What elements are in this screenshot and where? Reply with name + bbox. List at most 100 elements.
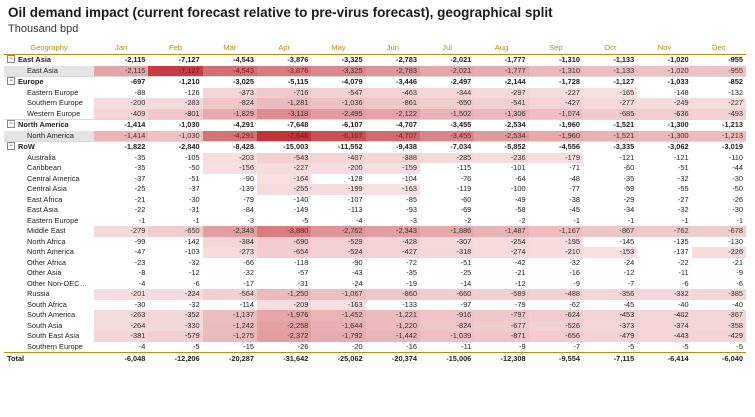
value-cell: -7,648 [256,119,312,131]
collapse-toggle-icon[interactable] [7,142,15,151]
value-cell: -227 [256,163,312,174]
row-label-text: Caribbean [27,163,62,172]
value-cell: -32 [188,257,200,267]
value-cell: -114 [239,299,254,309]
value-cell: -60 [623,163,635,172]
value-cell: -51 [188,173,200,183]
value-cell: -9,438 [365,141,420,153]
column-header-jun[interactable]: Jun [365,40,420,55]
value-cell: -6,107 [311,130,366,142]
value-cell: -2 [519,215,526,225]
value-cell: -107 [347,194,363,204]
column-header-feb[interactable]: Feb [148,40,203,55]
column-header-geography[interactable]: Geography [4,40,94,55]
value-cell: -104 [402,173,417,183]
column-header-aug[interactable]: Aug [474,40,529,55]
row-label-text: South Africa [27,299,67,309]
value-cell: -37 [134,173,146,183]
collapse-toggle-icon[interactable] [7,55,15,64]
value-cell: -330 [148,320,203,331]
region-row: North America -1,414-1,030-4,291-7,648-6,… [4,119,746,131]
table-row: Middle East -279 -650 -2,343 -3,880 -2,762 -2,… [4,226,746,237]
geography-label: Central Asia [4,184,94,195]
value-cell: -4,707 [365,119,420,131]
value-cell: -344 [419,87,475,98]
column-header-may[interactable]: May [311,40,366,55]
column-header-dec[interactable]: Dec [691,40,746,55]
value-cell: -656 [528,331,583,342]
value-cell: -42 [514,257,526,267]
total-cell: -12,206 [148,352,203,366]
geography-label: South Africa [4,300,94,311]
value-cell: -5 [301,215,309,225]
column-header-jul[interactable]: Jul [419,40,475,55]
value-cell: -51 [460,257,472,267]
value-cell: -3,118 [256,108,312,120]
value-cell: -1,829 [202,108,257,120]
column-header-jan[interactable]: Jan [94,40,149,55]
value-cell: -2,122 [365,108,420,120]
value-cell: -121 [619,152,635,162]
header-row: Geography Jan Feb Mar Apr May Jun Jul Au… [4,40,746,55]
column-header-sep[interactable]: Sep [528,40,583,55]
value-cell: -871 [474,331,529,342]
value-cell: -135 [673,236,689,246]
value-cell: -5 [193,341,200,351]
value-cell: -159 [365,163,420,174]
value-cell: -3,880 [256,226,312,237]
value-cell: -101 [510,163,526,172]
value-cell: -318 [419,247,475,258]
value-cell: -716 [256,87,312,98]
value-cell: -6,107 [311,119,366,131]
value-cell: -650 [419,98,475,109]
column-header-apr[interactable]: Apr [256,40,312,55]
column-header-mar[interactable]: Mar [202,40,257,55]
value-cell: -7,648 [256,130,312,142]
row-label-text: Western Europe [27,108,81,118]
value-cell: -263 [94,310,149,321]
value-cell: -1 [682,215,689,225]
table-body: East Asia-2,115-7,127-4,543-3,876-3,325-… [4,54,746,353]
geography-label: Middle East [4,226,94,237]
value-cell: -45 [569,205,580,214]
value-cell: -524 [311,247,366,258]
value-cell: -373 [202,87,257,98]
geography-label: North America [4,247,94,258]
row-label-text: Eastern Europe [27,87,79,97]
geography-label: Central America [4,174,94,185]
value-cell: -236 [474,152,529,163]
value-cell: -4,556 [528,141,583,153]
value-cell: -79 [514,299,526,309]
value-cell: -356 [582,289,638,300]
value-cell: -11 [678,268,689,277]
value-cell: -200 [311,163,366,174]
report-title: Oil demand impact (current forecast rela… [8,5,553,20]
geography-label: South America [4,310,94,321]
total-row: Total -6,048 -12,206 -20,287 -31,642 -25… [4,352,746,366]
row-label-text: North Africa [27,236,66,246]
value-cell: -1,220 [365,320,420,331]
value-cell: -45 [623,299,635,309]
value-cell: -227 [528,87,583,98]
total-cell: -9,554 [528,352,583,366]
value-cell: -126 [184,87,200,97]
value-cell: -427 [365,247,420,258]
geography-label: North Africa [4,237,94,248]
value-cell: -249 [637,98,692,109]
column-header-nov[interactable]: Nov [637,40,692,55]
value-cell: -1,020 [637,65,692,77]
value-cell: -209 [256,299,312,310]
value-cell: -2,497 [419,76,475,88]
column-header-oct[interactable]: Oct [582,40,638,55]
value-cell: -373 [582,320,638,331]
row-label-text: Central Asia [27,184,67,193]
value-cell: -824 [419,320,475,331]
value-cell: -1,644 [311,320,366,331]
collapse-toggle-icon[interactable] [7,120,15,129]
value-cell: -179 [528,152,583,163]
collapse-toggle-icon[interactable] [7,77,15,86]
value-cell: -2,783 [365,65,420,77]
value-cell: -3,325 [311,65,366,77]
value-cell: -35 [134,163,146,172]
value-cell: -697 [94,76,149,88]
